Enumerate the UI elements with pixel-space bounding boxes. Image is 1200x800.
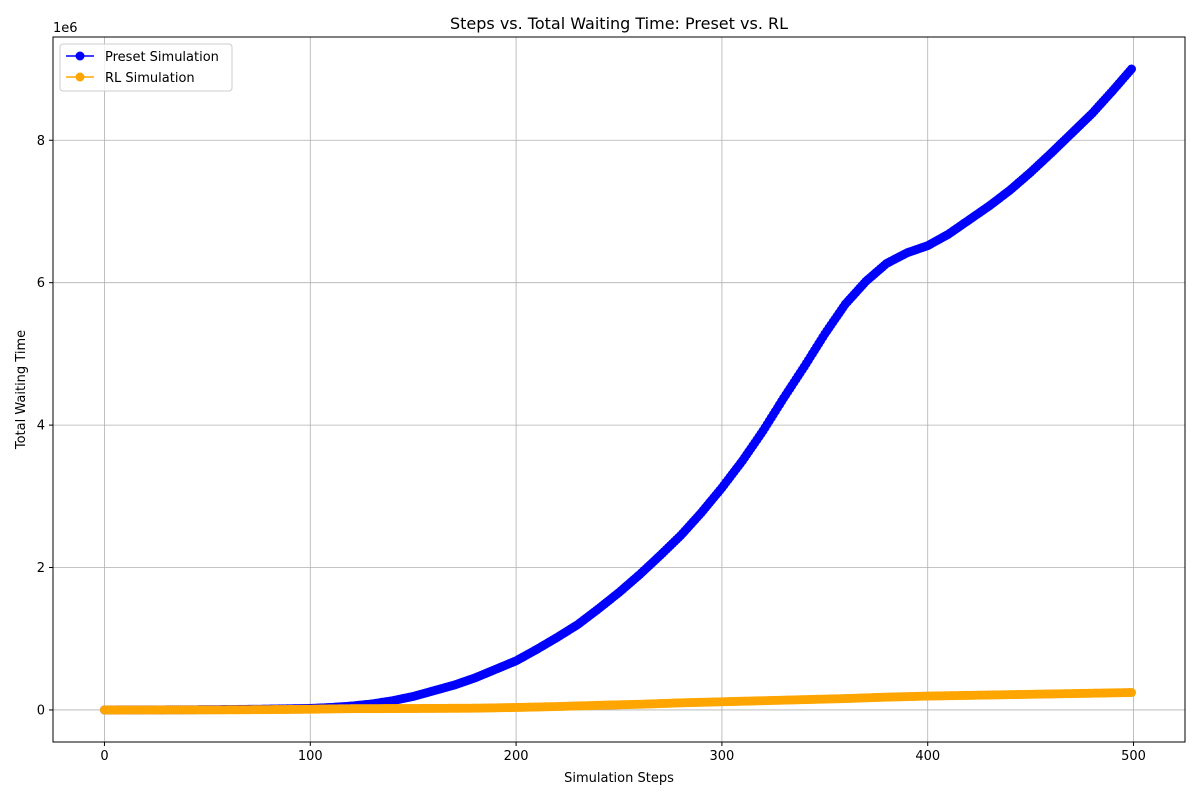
plot-area	[52, 36, 1186, 743]
series-layer	[99, 64, 1136, 715]
y-tick-label: 2	[37, 561, 45, 576]
y-axis-label: Total Waiting Time	[14, 330, 29, 450]
x-tick-label: 300	[709, 749, 734, 764]
legend: Preset Simulation RL Simulation	[59, 43, 233, 92]
series-line	[104, 68, 1133, 711]
x-axis: 0 100 200 300 400 500	[100, 742, 1146, 764]
x-tick-label: 0	[100, 749, 108, 764]
series-preset	[99, 64, 1136, 715]
x-tick-label: 400	[915, 749, 940, 764]
y-tick-label: 6	[37, 276, 45, 291]
x-tick-label: 500	[1121, 749, 1146, 764]
legend-marker-rl	[75, 72, 85, 82]
x-tick-label: 200	[504, 749, 529, 764]
y-tick-label: 0	[37, 703, 45, 718]
x-axis-label: Simulation Steps	[564, 771, 674, 786]
legend-label-rl: RL Simulation	[105, 71, 195, 86]
y-axis: 0 2 4 6 8	[37, 134, 53, 718]
y-tick-label: 4	[37, 419, 45, 434]
y-offset-label: 1e6	[53, 21, 78, 36]
x-tick-label: 100	[298, 749, 323, 764]
data-point	[1126, 64, 1136, 74]
legend-marker-preset	[75, 51, 85, 61]
grid-lines	[53, 37, 1185, 742]
chart-title: Steps vs. Total Waiting Time: Preset vs.…	[450, 14, 788, 33]
data-point	[1126, 688, 1136, 698]
legend-box	[59, 43, 233, 92]
legend-label-preset: Preset Simulation	[105, 50, 219, 65]
series-rl	[99, 688, 1136, 715]
y-tick-label: 8	[37, 134, 45, 149]
